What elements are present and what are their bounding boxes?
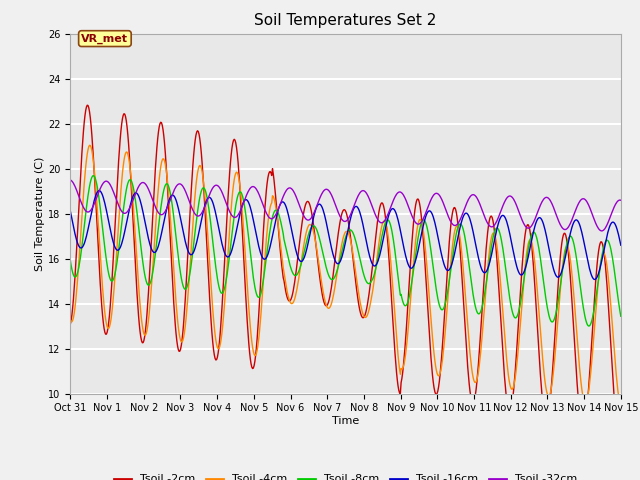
Tsoil -16cm xyxy=(134,192,141,197)
Tsoil -4cm xyxy=(413,226,421,231)
Tsoil -32cm xyxy=(189,207,196,213)
Tsoil -2cm xyxy=(219,292,227,298)
Tsoil -16cm xyxy=(591,276,598,282)
Tsoil -32cm xyxy=(598,228,605,234)
Tsoil -8cm xyxy=(585,323,593,329)
Tsoil -2cm xyxy=(616,434,624,440)
Tsoil -2cm xyxy=(67,321,74,327)
Line: Tsoil -2cm: Tsoil -2cm xyxy=(70,105,621,437)
Tsoil -4cm xyxy=(190,210,198,216)
Tsoil -8cm xyxy=(67,258,74,264)
Tsoil -16cm xyxy=(617,242,625,248)
Tsoil -8cm xyxy=(190,241,198,247)
Tsoil -2cm xyxy=(190,153,198,158)
Tsoil -16cm xyxy=(190,249,198,255)
Line: Tsoil -32cm: Tsoil -32cm xyxy=(70,180,621,231)
Tsoil -4cm xyxy=(134,271,141,277)
X-axis label: Time: Time xyxy=(332,416,359,426)
Tsoil -8cm xyxy=(413,240,421,246)
Legend: Tsoil -2cm, Tsoil -4cm, Tsoil -8cm, Tsoil -16cm, Tsoil -32cm: Tsoil -2cm, Tsoil -4cm, Tsoil -8cm, Tsoi… xyxy=(110,470,581,480)
Tsoil -8cm xyxy=(429,265,437,271)
Tsoil -8cm xyxy=(77,255,84,261)
Tsoil -8cm xyxy=(134,216,141,222)
Title: Soil Temperatures Set 2: Soil Temperatures Set 2 xyxy=(255,13,436,28)
Line: Tsoil -16cm: Tsoil -16cm xyxy=(70,191,621,279)
Tsoil -4cm xyxy=(219,323,227,328)
Tsoil -32cm xyxy=(413,220,420,226)
Tsoil -2cm xyxy=(617,432,625,438)
Tsoil -16cm xyxy=(413,252,421,257)
Tsoil -16cm xyxy=(219,244,227,250)
Tsoil -2cm xyxy=(413,196,421,202)
Tsoil -4cm xyxy=(617,405,625,411)
Tsoil -32cm xyxy=(67,177,74,183)
Tsoil -32cm xyxy=(77,197,84,203)
Tsoil -4cm xyxy=(77,237,84,242)
Tsoil -2cm xyxy=(429,379,437,385)
Tsoil -16cm xyxy=(67,209,74,215)
Tsoil -32cm xyxy=(429,194,436,200)
Tsoil -4cm xyxy=(67,317,74,323)
Tsoil -16cm xyxy=(95,188,103,193)
Tsoil -2cm xyxy=(134,302,141,308)
Tsoil -32cm xyxy=(617,197,625,203)
Tsoil -8cm xyxy=(219,290,227,296)
Tsoil -4cm xyxy=(86,143,93,148)
Tsoil -2cm xyxy=(83,102,91,108)
Line: Tsoil -4cm: Tsoil -4cm xyxy=(70,145,621,408)
Y-axis label: Soil Temperature (C): Soil Temperature (C) xyxy=(35,156,45,271)
Tsoil -32cm xyxy=(218,189,226,195)
Tsoil -32cm xyxy=(133,187,141,192)
Tsoil -2cm xyxy=(77,176,84,182)
Tsoil -16cm xyxy=(429,214,437,220)
Tsoil -16cm xyxy=(77,245,84,251)
Line: Tsoil -8cm: Tsoil -8cm xyxy=(70,176,621,326)
Tsoil -8cm xyxy=(617,313,625,319)
Tsoil -8cm xyxy=(90,173,97,179)
Tsoil -4cm xyxy=(429,343,437,349)
Text: VR_met: VR_met xyxy=(81,34,129,44)
